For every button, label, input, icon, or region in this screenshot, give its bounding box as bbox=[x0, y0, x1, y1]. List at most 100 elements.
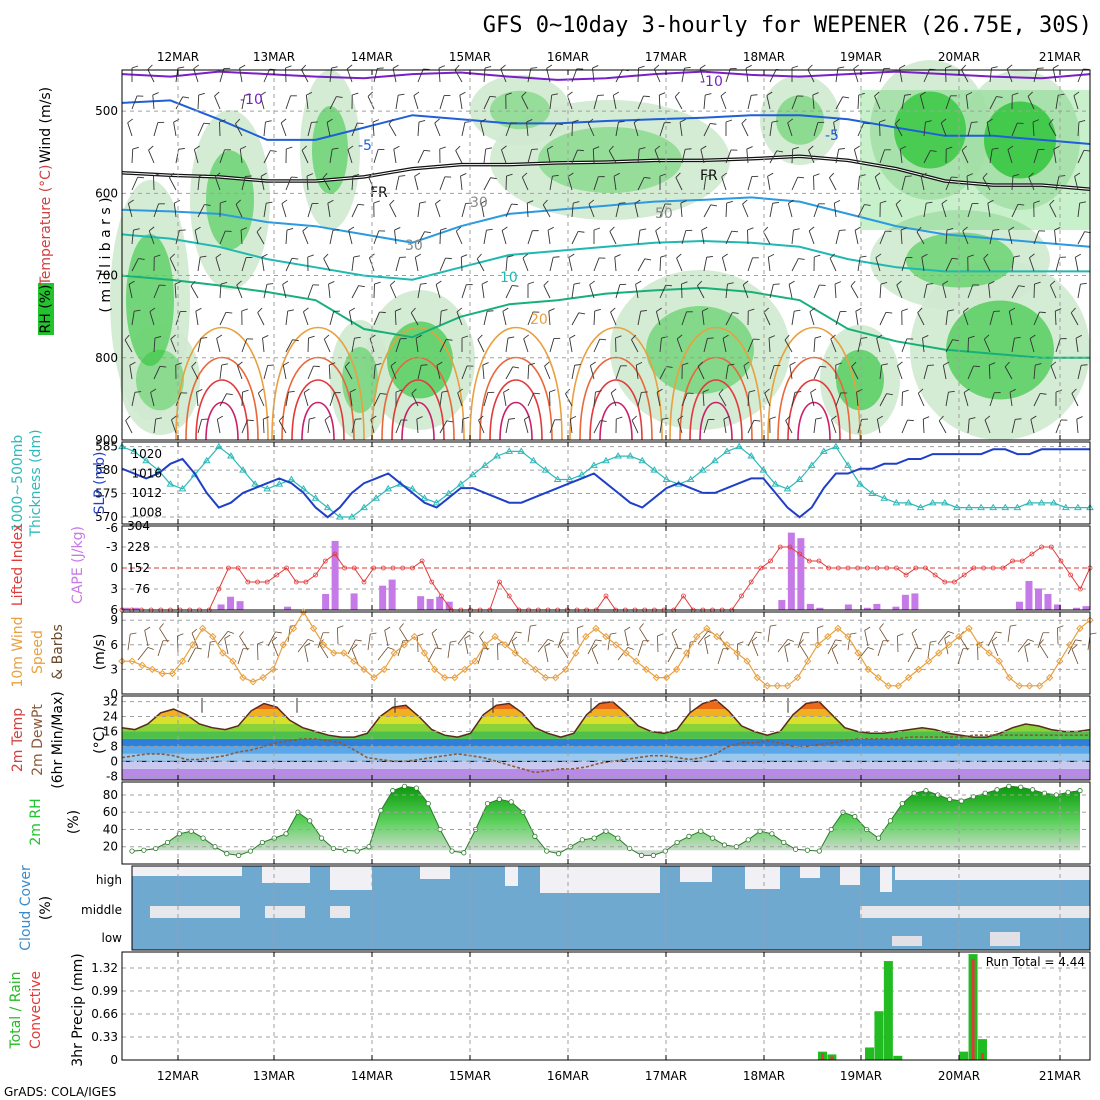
wind-barb-staff bbox=[615, 122, 619, 137]
wind-barb-flag bbox=[608, 145, 614, 152]
wind-barb bbox=[323, 253, 331, 272]
wind-barb-flag bbox=[659, 92, 666, 96]
wind-barb-flag bbox=[992, 147, 999, 150]
lifted-index-marker bbox=[371, 565, 377, 571]
surface-wind-barb-staff bbox=[319, 644, 329, 659]
freezing-line-core bbox=[121, 155, 1091, 190]
wind-barb bbox=[725, 282, 734, 299]
wind-barb-flag bbox=[1050, 280, 1056, 286]
wind-barb-flag bbox=[741, 118, 747, 124]
wind-barb-flag bbox=[815, 417, 822, 420]
wind-barb bbox=[1011, 203, 1025, 218]
cape-bar bbox=[350, 593, 358, 610]
wind-barb-staff bbox=[328, 284, 331, 299]
wind-barb-staff bbox=[457, 392, 463, 407]
wind-barb-flag bbox=[196, 389, 203, 393]
surface-wind-barb-staff bbox=[507, 631, 516, 647]
surface-wind-barb-flag bbox=[595, 639, 602, 642]
wind-barb bbox=[1049, 280, 1057, 299]
wind-barb-staff bbox=[395, 176, 400, 191]
surface-wind-barb bbox=[347, 639, 362, 655]
wind-barb-flag bbox=[308, 335, 315, 339]
surface-wind-barb-staff bbox=[911, 633, 919, 649]
wind-barb-staff bbox=[833, 122, 837, 137]
contour-label: FR bbox=[700, 168, 718, 184]
wind-barb-staff bbox=[219, 68, 225, 83]
wind-speed-marker bbox=[703, 624, 711, 633]
rh-marker bbox=[354, 848, 360, 854]
lifted-index-marker bbox=[1077, 586, 1083, 592]
rh-marker bbox=[307, 818, 313, 824]
surface-wind-barb-flag bbox=[944, 634, 951, 639]
wind-barb-staff bbox=[659, 256, 662, 272]
wind-barb-staff bbox=[505, 338, 509, 353]
wind-speed-marker bbox=[481, 641, 489, 649]
surface-wind-barb-staff bbox=[367, 634, 371, 651]
surface-wind-barb-staff bbox=[959, 636, 969, 651]
cape-bar bbox=[844, 604, 852, 610]
wind-speed-marker bbox=[834, 624, 842, 633]
wind-barb-staff bbox=[1070, 312, 1079, 326]
wind-barb bbox=[131, 309, 141, 326]
surface-wind-barb-staff bbox=[559, 644, 569, 659]
wind-barb-staff bbox=[659, 366, 667, 380]
wind-barb-flag bbox=[609, 226, 615, 232]
wind-speed-marker bbox=[380, 665, 388, 674]
wind-barb bbox=[127, 118, 134, 137]
wind-barb-flag bbox=[152, 92, 159, 96]
wind-barb-staff bbox=[923, 150, 931, 164]
wind-barb-staff bbox=[813, 366, 821, 380]
wind-barb bbox=[718, 388, 727, 407]
wind-barb-flag bbox=[920, 91, 926, 96]
thickness-marker bbox=[287, 475, 296, 482]
wind-speed-marker bbox=[521, 657, 530, 665]
wind-barb-staff bbox=[476, 258, 485, 272]
wind-barb-flag bbox=[788, 199, 794, 204]
surface-wind-barb-flag bbox=[802, 632, 810, 634]
rh-marker bbox=[804, 847, 811, 853]
wind-barb-staff bbox=[351, 204, 359, 218]
wind-barb-staff bbox=[351, 338, 355, 353]
wind-barb-flag bbox=[358, 285, 365, 288]
wind-barb-staff bbox=[808, 230, 815, 245]
wind-barb-staff bbox=[170, 338, 177, 353]
wind-barb bbox=[395, 338, 407, 353]
wind-barb-staff bbox=[219, 230, 226, 245]
wind-barb-staff bbox=[967, 203, 973, 218]
wind-barb-flag bbox=[1048, 118, 1054, 125]
thickness-marker bbox=[456, 480, 465, 487]
wind-barb bbox=[1011, 336, 1021, 353]
surface-wind-barb-flag bbox=[402, 640, 410, 642]
wind-barb-flag bbox=[357, 203, 365, 206]
rh-marker bbox=[792, 846, 799, 852]
rh-marker bbox=[342, 847, 348, 853]
wind-barb-staff bbox=[395, 419, 402, 434]
wind-barb bbox=[637, 228, 647, 245]
wind-barb-staff bbox=[153, 338, 156, 353]
wind-barb-flag bbox=[618, 120, 625, 123]
wind-barb bbox=[879, 363, 888, 380]
wind-barb-flag bbox=[501, 145, 507, 151]
wind-barb bbox=[214, 91, 221, 110]
thickness-marker bbox=[263, 484, 272, 492]
wind-barb-staff bbox=[281, 203, 287, 218]
wind-barb-staff bbox=[614, 257, 617, 272]
temp-contour-warm bbox=[589, 379, 643, 441]
wind-barb-flag bbox=[1029, 253, 1035, 259]
wind-barb bbox=[351, 92, 359, 110]
wind-barb-flag bbox=[215, 253, 222, 258]
wind-barb-flag bbox=[441, 309, 448, 312]
wind-barb-staff bbox=[829, 258, 837, 272]
wind-barb-flag bbox=[336, 96, 343, 98]
wind-barb-staff bbox=[153, 122, 159, 137]
wind-barb bbox=[658, 92, 666, 110]
wind-barb-staff bbox=[916, 231, 925, 245]
wind-barb-flag bbox=[837, 66, 845, 69]
wind-barb bbox=[703, 174, 713, 191]
wind-barb-flag bbox=[349, 388, 356, 393]
wind-barb-staff bbox=[348, 230, 353, 245]
wind-barb-flag bbox=[286, 146, 293, 150]
wind-barb-staff bbox=[373, 149, 379, 164]
wind-barb-staff bbox=[725, 231, 733, 245]
surface-wind-barb-flag bbox=[671, 628, 678, 634]
